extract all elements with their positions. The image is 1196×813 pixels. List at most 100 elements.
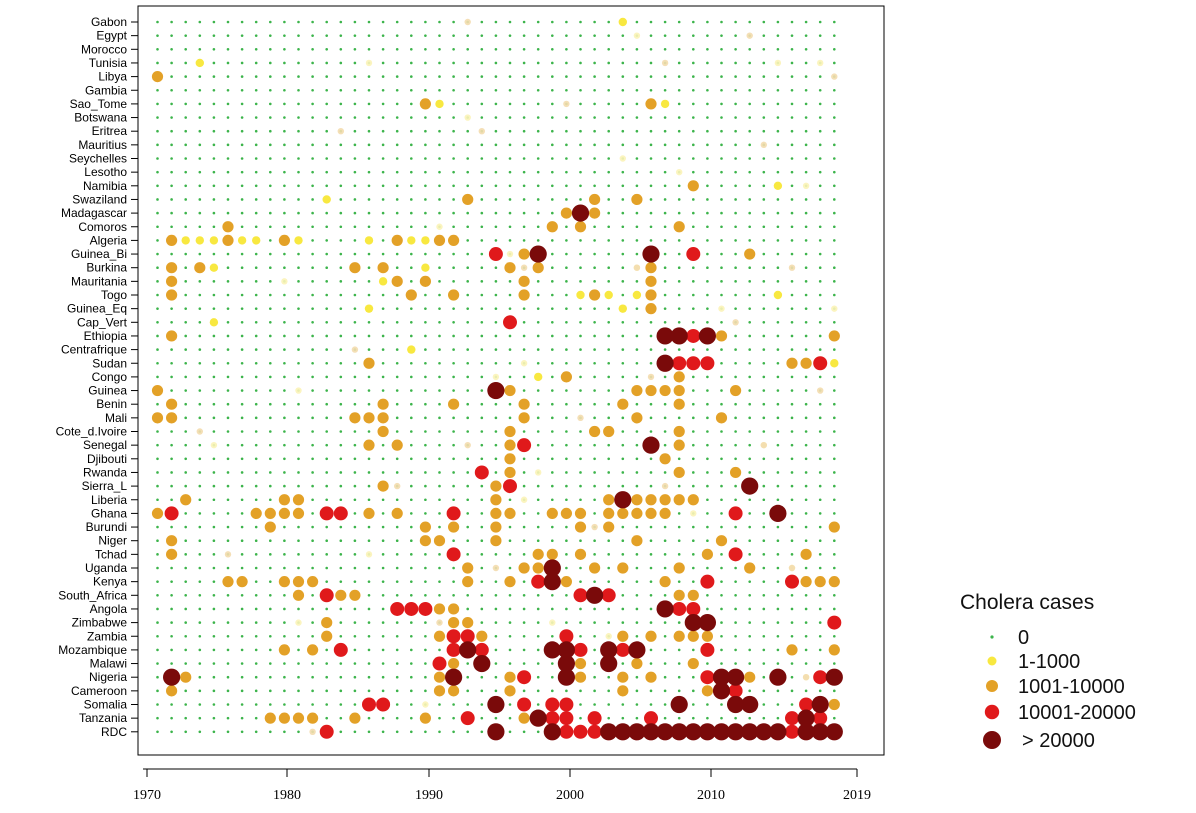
dot-zero xyxy=(593,129,596,133)
dot-zero xyxy=(466,75,470,78)
dot-zero xyxy=(776,621,780,624)
dot-zero xyxy=(804,512,808,515)
dot-zero xyxy=(367,75,371,78)
dot-zero xyxy=(551,307,554,310)
dot-Senegal-1988 xyxy=(391,439,403,451)
dot-Guinea-2008 xyxy=(673,384,685,397)
dot-zero xyxy=(762,293,766,297)
dot-zero xyxy=(677,553,681,556)
dot-zero xyxy=(480,361,484,365)
dot-zero xyxy=(677,34,681,37)
dot-Kenya-1981 xyxy=(292,576,305,588)
dot-Guinea-2012 xyxy=(730,384,742,397)
dot-zero xyxy=(156,730,159,734)
dot-zero xyxy=(283,307,286,310)
dot-Tchad-1972 xyxy=(166,548,178,560)
dot-zero xyxy=(536,198,540,201)
dot-zero xyxy=(452,266,455,270)
dot-zero xyxy=(353,75,357,78)
dot-zero xyxy=(438,375,441,379)
dot-zero xyxy=(438,48,441,51)
dot-zero xyxy=(226,184,230,188)
dot-zero xyxy=(677,266,681,270)
dot-zero xyxy=(579,361,582,365)
dot-zero xyxy=(748,48,751,51)
legend-swatch xyxy=(983,731,1001,749)
dot-zero xyxy=(804,252,808,256)
dot-zero xyxy=(635,75,639,78)
dot-zero xyxy=(410,198,413,201)
dot-zero xyxy=(438,88,441,92)
dot-zero xyxy=(790,34,794,37)
dot-zero xyxy=(424,211,427,215)
dot-zero xyxy=(565,34,568,37)
dot-zero xyxy=(410,75,413,78)
dot-zero xyxy=(607,20,610,24)
dot-zero xyxy=(663,198,667,201)
dot-zero xyxy=(565,443,568,447)
dot-zero xyxy=(254,361,258,365)
dot-zero xyxy=(692,143,695,147)
dot-zero xyxy=(663,539,667,542)
dot-zero xyxy=(748,361,751,365)
dot-zero xyxy=(410,634,413,638)
dot-zero xyxy=(254,621,258,624)
dot-zero xyxy=(720,662,723,665)
legend: Cholera cases01-10001001-1000010001-2000… xyxy=(960,591,1136,752)
dot-Zambia-1993 xyxy=(460,629,475,644)
dot-Mali-1972 xyxy=(166,412,178,424)
dot-zero xyxy=(254,634,258,638)
dot-zero xyxy=(212,75,216,78)
dot-zero xyxy=(649,430,653,433)
dot-zero xyxy=(818,102,822,106)
dot-zero xyxy=(522,225,526,229)
dot-zero xyxy=(424,512,427,515)
dot-zero xyxy=(762,498,766,502)
dot-zero xyxy=(353,184,357,188)
dot-zero xyxy=(438,157,441,160)
dot-zero xyxy=(494,157,498,160)
dot-zero xyxy=(367,498,371,502)
dot-zero xyxy=(565,307,568,310)
dot-zero xyxy=(156,61,159,65)
dot-zero xyxy=(635,102,639,106)
dot-zero xyxy=(635,443,639,447)
dot-zero xyxy=(818,157,822,160)
dot-zero xyxy=(692,198,695,201)
dot-zero xyxy=(325,566,329,570)
dot-zero xyxy=(833,416,836,420)
dot-faint xyxy=(281,278,288,285)
dot-zero xyxy=(663,307,667,310)
dot-zero xyxy=(579,580,582,583)
dot-zero xyxy=(367,634,371,638)
dot-zero xyxy=(551,389,554,392)
dot-zero xyxy=(734,430,737,433)
dot-zero xyxy=(424,75,427,78)
dot-zero xyxy=(607,116,610,119)
dot-zero xyxy=(170,607,173,611)
dot-zero xyxy=(706,266,709,270)
dot-zero xyxy=(452,75,455,78)
dot-zero xyxy=(170,594,173,597)
dot-Madagascar-2000 xyxy=(560,207,573,219)
dot-zero xyxy=(283,157,286,160)
dot-zero xyxy=(565,621,568,624)
dot-zero xyxy=(494,334,498,338)
dot-zero xyxy=(593,607,596,611)
dot-Madagascar-2001 xyxy=(571,204,590,222)
dot-zero xyxy=(297,607,300,611)
dot-zero xyxy=(748,430,751,433)
dot-zero xyxy=(565,498,568,502)
dot-zero xyxy=(212,525,216,529)
dot-zero xyxy=(254,321,258,324)
dot-zero xyxy=(325,375,329,379)
dot-Ethiopia-1972 xyxy=(166,330,178,342)
dot-zero xyxy=(311,157,314,160)
dot-zero xyxy=(381,621,385,624)
dot-zero xyxy=(156,116,159,119)
dot-zero xyxy=(536,498,540,502)
dot-zero xyxy=(156,334,159,338)
dot-zero xyxy=(663,553,667,556)
dot-zero xyxy=(804,225,808,229)
dot-zero xyxy=(579,170,582,174)
